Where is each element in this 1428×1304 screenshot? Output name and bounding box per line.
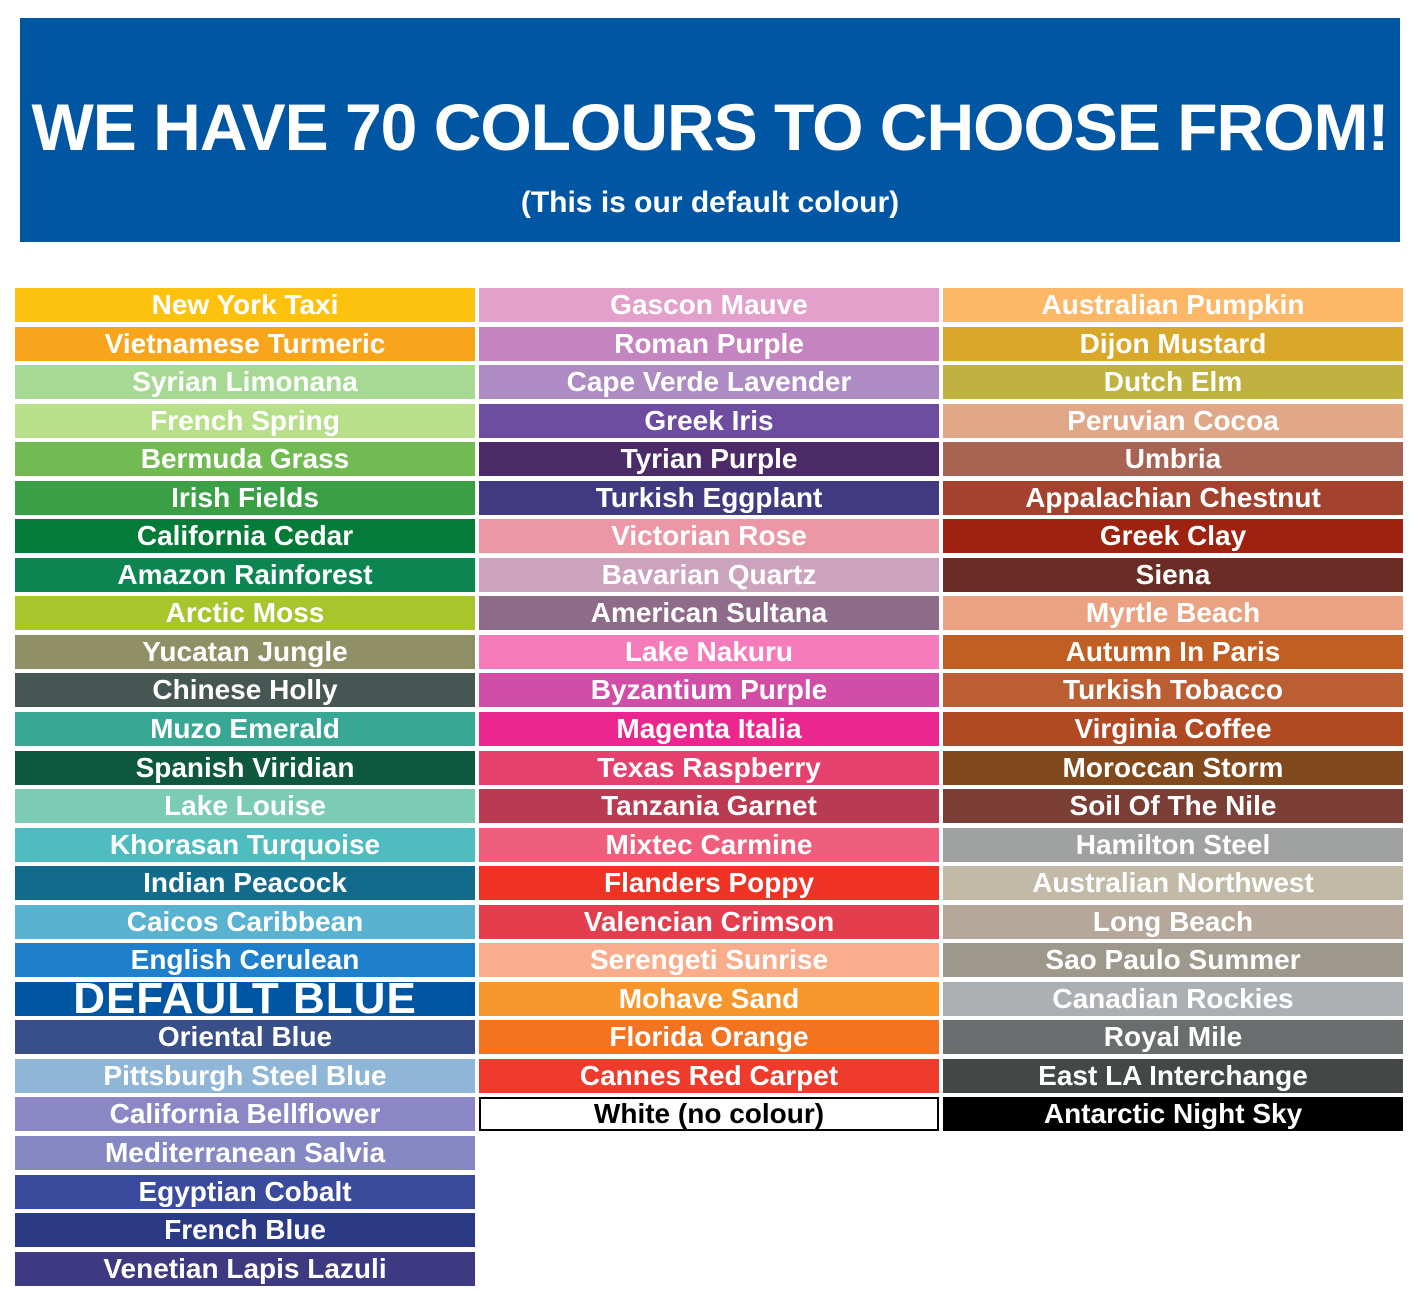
colour-swatch-antarctic-night-sky: Antarctic Night Sky [943,1097,1403,1132]
colour-swatch-cannes-red-carpet: Cannes Red Carpet [479,1058,939,1093]
colour-swatch-valencian-crimson: Valencian Crimson [479,904,939,939]
colour-swatch-mixtec-carmine: Mixtec Carmine [479,827,939,862]
colour-swatch-soil-of-the-nile: Soil Of The Nile [943,789,1403,824]
colour-swatch-spanish-viridian: Spanish Viridian [15,750,475,785]
colour-swatch-khorasan-turquoise: Khorasan Turquoise [15,827,475,862]
colour-swatch-virginia-coffee: Virginia Coffee [943,712,1403,747]
colour-column-1: New York Taxi Vietnamese Turmeric Syrian L… [15,288,475,1290]
colour-swatch-chinese-holly: Chinese Holly [15,673,475,708]
colour-swatch-lake-louise: Lake Louise [15,789,475,824]
colour-swatch-myrtle-beach: Myrtle Beach [943,596,1403,631]
colour-swatch-california-cedar: California Cedar [15,519,475,554]
colour-swatch-peruvian-cocoa: Peruvian Cocoa [943,403,1403,438]
colour-swatch-oriental-blue: Oriental Blue [15,1020,475,1055]
colour-swatch-french-blue: French Blue [15,1213,475,1248]
colour-swatch-bermuda-grass: Bermuda Grass [15,442,475,477]
colour-swatch-gascon-mauve: Gascon Mauve [479,288,939,322]
colour-swatch-caicos-caribbean: Caicos Caribbean [15,904,475,939]
colour-swatch-greek-clay: Greek Clay [943,519,1403,554]
colour-swatch-yucatan-jungle: Yucatan Jungle [15,634,475,669]
colour-swatch-east-la-interchange: East LA Interchange [943,1058,1403,1093]
colour-swatch-australian-northwest: Australian Northwest [943,866,1403,901]
colour-swatch-pittsburgh-steel-blue: Pittsburgh Steel Blue [15,1058,475,1093]
page-title: WE HAVE 70 COLOURS TO CHOOSE FROM! [31,90,1390,164]
colour-swatch-royal-mile: Royal Mile [943,1020,1403,1055]
colour-swatch-long-beach: Long Beach [943,904,1403,939]
colour-swatch-french-spring: French Spring [15,403,475,438]
colour-swatch-canadian-rockies: Canadian Rockies [943,981,1403,1016]
colour-swatch-flanders-poppy: Flanders Poppy [479,866,939,901]
colour-swatch-muzo-emerald: Muzo Emerald [15,712,475,747]
colour-swatch-tyrian-purple: Tyrian Purple [479,442,939,477]
colour-column-2: Gascon Mauve Roman Purple Cape Verde Laven… [479,288,939,1136]
colour-swatch-australian-pumpkin: Australian Pumpkin [943,288,1403,322]
colour-swatch-moroccan-storm: Moroccan Storm [943,750,1403,785]
colour-swatch-mediterranean-salvia: Mediterranean Salvia [15,1136,475,1171]
colour-swatch-byzantium-purple: Byzantium Purple [479,673,939,708]
page-subtitle: (This is our default colour) [520,186,900,219]
colour-swatch-dutch-elm: Dutch Elm [943,365,1403,400]
colour-swatch-mohave-sand: Mohave Sand [479,981,939,1016]
colour-swatch-bavarian-quartz: Bavarian Quartz [479,557,939,592]
colour-swatch-turkish-eggplant: Turkish Eggplant [479,480,939,515]
colour-swatch-serengeti-sunrise: Serengeti Sunrise [479,943,939,978]
colour-swatch-cape-verde-lavender: Cape Verde Lavender [479,365,939,400]
colour-swatch-vietnamese-turmeric: Vietnamese Turmeric [15,326,475,361]
colour-swatch-english-cerulean: English Cerulean [15,943,475,978]
colour-swatch-egyptian-cobalt: Egyptian Cobalt [15,1174,475,1209]
colour-swatch-victorian-rose: Victorian Rose [479,519,939,554]
colour-swatch-florida-orange: Florida Orange [479,1020,939,1055]
colour-swatch-lake-nakuru: Lake Nakuru [479,634,939,669]
colour-swatch-autumn-in-paris: Autumn In Paris [943,634,1403,669]
colour-swatch-texas-raspberry: Texas Raspberry [479,750,939,785]
colour-swatch-turkish-tobacco: Turkish Tobacco [943,673,1403,708]
colour-swatch-magenta-italia: Magenta Italia [479,712,939,747]
colour-swatch-indian-peacock: Indian Peacock [15,866,475,901]
colour-swatch-hamilton-steel: Hamilton Steel [943,827,1403,862]
colour-swatch-irish-fields: Irish Fields [15,480,475,515]
colour-swatch-sao-paulo-summer: Sao Paulo Summer [943,943,1403,978]
colour-swatch-amazon-rainforest: Amazon Rainforest [15,557,475,592]
colour-swatch-siena: Siena [943,557,1403,592]
colour-swatch-arctic-moss: Arctic Moss [15,596,475,631]
colour-swatch-dijon-mustard: Dijon Mustard [943,326,1403,361]
colour-swatch-tanzania-garnet: Tanzania Garnet [479,789,939,824]
colour-swatch-greek-iris: Greek Iris [479,403,939,438]
colour-column-3: Australian Pumpkin Dijon Mustard Dutch Elm… [943,288,1403,1136]
colour-swatch-default-blue: DEFAULT BLUE [15,981,475,1016]
colour-swatch-new-york-taxi: New York Taxi [15,288,475,322]
colour-swatch-appalachian-chestnut: Appalachian Chestnut [943,480,1403,515]
colour-swatch-umbria: Umbria [943,442,1403,477]
colour-swatch-roman-purple: Roman Purple [479,326,939,361]
colour-swatch-white-no-colour: White (no colour) [479,1097,939,1132]
colour-swatch-syrian-limonana: Syrian Limonana [15,365,475,400]
header-banner: WE HAVE 70 COLOURS TO CHOOSE FROM! (This… [20,18,1400,242]
colour-swatch-venetian-lapis-lazuli: Venetian Lapis Lazuli [15,1251,475,1286]
colour-swatch-california-bellflower: California Bellflower [15,1097,475,1132]
colour-swatch-american-sultana: American Sultana [479,596,939,631]
